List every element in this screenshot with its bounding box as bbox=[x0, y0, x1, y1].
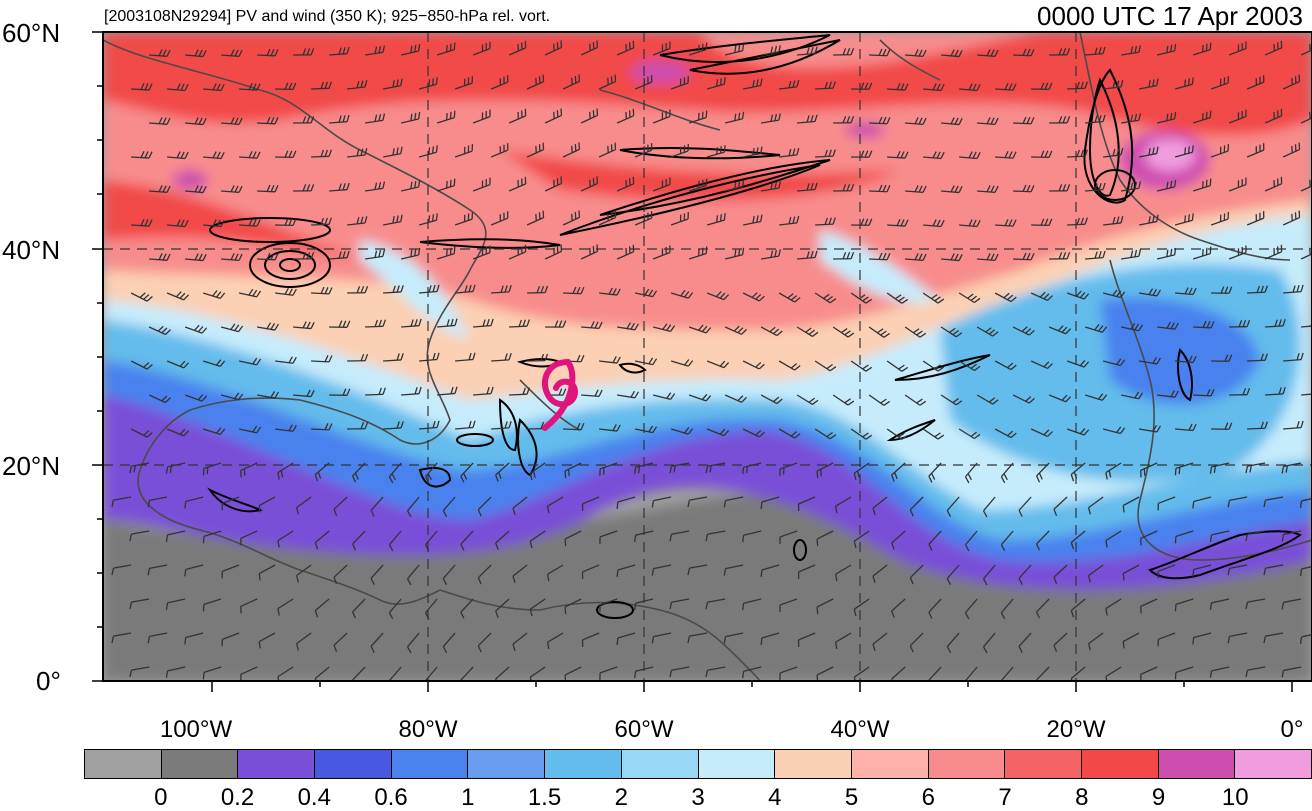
colorbar-swatch bbox=[85, 750, 162, 778]
figure-title: [2003108N29294] PV and wind (350 K); 925… bbox=[104, 8, 550, 26]
colorbar-swatch bbox=[1005, 750, 1082, 778]
colorbar-swatch bbox=[775, 750, 852, 778]
lon-label-100w: 100°W bbox=[160, 718, 232, 742]
colorbar-label: 9 bbox=[1152, 786, 1165, 810]
colorbar-label: 5 bbox=[845, 786, 858, 810]
colorbar-label: 0.6 bbox=[374, 786, 407, 810]
pv-colorbar bbox=[84, 749, 1312, 779]
lat-label-0: 0° bbox=[36, 668, 61, 694]
colorbar-label: 10 bbox=[1222, 786, 1249, 810]
colorbar-label: 1 bbox=[461, 786, 474, 810]
colorbar-swatch bbox=[315, 750, 392, 778]
valid-time-label: 0000 UTC 17 Apr 2003 bbox=[1037, 2, 1303, 30]
colorbar-swatch bbox=[468, 750, 545, 778]
lon-label-40w: 40°W bbox=[831, 718, 890, 742]
lat-label-20n: 20°N bbox=[2, 453, 60, 479]
colorbar-swatch bbox=[238, 750, 315, 778]
colorbar-swatch bbox=[545, 750, 622, 778]
colorbar-label: 2 bbox=[615, 786, 628, 810]
colorbar-swatch bbox=[392, 750, 469, 778]
lat-label-40n: 40°N bbox=[2, 237, 60, 263]
lon-label-20w: 20°W bbox=[1047, 718, 1106, 742]
colorbar-swatch bbox=[929, 750, 1006, 778]
colorbar-label: 0.2 bbox=[221, 786, 254, 810]
lon-label-60w: 60°W bbox=[615, 718, 674, 742]
colorbar-swatch bbox=[622, 750, 699, 778]
colorbar-label: 8 bbox=[1075, 786, 1088, 810]
colorbar-label: 4 bbox=[768, 786, 781, 810]
lon-label-0: 0° bbox=[1281, 718, 1304, 742]
colorbar-swatch bbox=[1082, 750, 1159, 778]
lat-label-60n: 60°N bbox=[2, 20, 60, 46]
colorbar-swatch bbox=[852, 750, 929, 778]
lon-label-80w: 80°W bbox=[399, 718, 458, 742]
colorbar-swatch bbox=[1159, 750, 1236, 778]
colorbar-swatch bbox=[699, 750, 776, 778]
colorbar-label: 0.4 bbox=[298, 786, 331, 810]
colorbar-label: 6 bbox=[922, 786, 935, 810]
pv-field bbox=[103, 32, 1312, 687]
colorbar-label: 1.5 bbox=[528, 786, 561, 810]
colorbar-label: 3 bbox=[691, 786, 704, 810]
colorbar-swatch bbox=[1235, 750, 1311, 778]
colorbar-label: 0 bbox=[154, 786, 167, 810]
colorbar-label: 7 bbox=[998, 786, 1011, 810]
colorbar-swatch bbox=[162, 750, 239, 778]
